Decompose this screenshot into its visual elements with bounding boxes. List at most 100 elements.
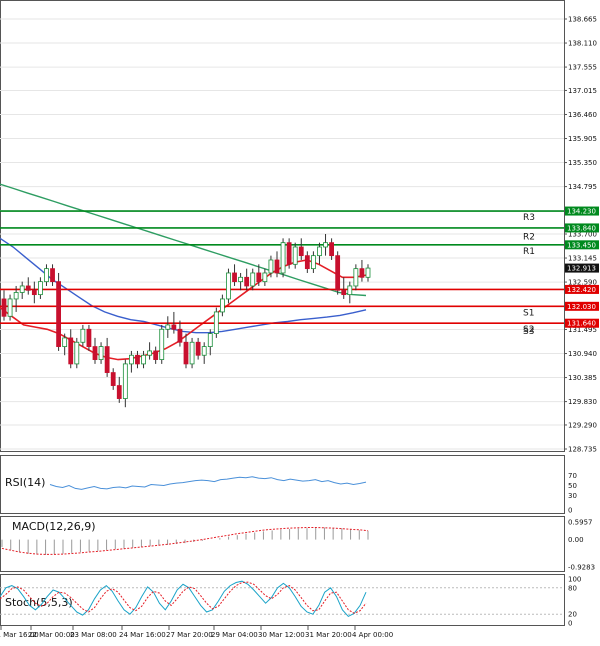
pivot-level-name: S3 bbox=[523, 327, 534, 337]
price-tick-label: 133.700 bbox=[568, 231, 597, 239]
price-panel-frame bbox=[0, 0, 565, 452]
candle-body bbox=[1, 298, 7, 317]
pivot-level-name: R1 bbox=[523, 247, 535, 257]
candle-body bbox=[141, 354, 146, 365]
rsi-series bbox=[49, 476, 367, 490]
price-tick-label: 130.385 bbox=[568, 374, 597, 382]
pivot-level-tag bbox=[565, 318, 599, 328]
candle-body bbox=[201, 346, 207, 356]
time-tick-label: 22 Mar 00:00 bbox=[28, 631, 75, 639]
current-price-tag bbox=[565, 263, 599, 273]
candle-body bbox=[365, 267, 371, 278]
candle-body bbox=[195, 341, 201, 356]
macd-tick-label: 0.00 bbox=[568, 536, 584, 544]
pivot-level-name: S1 bbox=[523, 308, 534, 318]
stoch-signal-line bbox=[0, 581, 367, 614]
macd-panel-frame bbox=[0, 516, 565, 572]
candle-body bbox=[268, 259, 274, 274]
candle-body bbox=[323, 242, 328, 248]
time-tick-label: 4 Apr 00:00 bbox=[352, 631, 393, 639]
rsi-title: RSI(14) bbox=[5, 476, 45, 489]
price-tick-label: 128.735 bbox=[568, 446, 597, 454]
candle-body bbox=[135, 354, 140, 365]
candle-body bbox=[13, 292, 19, 300]
pivot-level-tag bbox=[565, 284, 599, 294]
candle-body bbox=[62, 337, 68, 347]
candle-body bbox=[56, 281, 61, 347]
pivot-level-tag-label: 133.450 bbox=[567, 241, 596, 249]
price-tick-label: 137.015 bbox=[568, 87, 597, 95]
rsi-tick-label: 30 bbox=[568, 492, 577, 500]
pivot-level-tag bbox=[565, 301, 599, 311]
price-tick-label: 138.110 bbox=[568, 40, 597, 48]
candle-body bbox=[110, 372, 116, 386]
price-tick-label: 131.495 bbox=[568, 326, 597, 334]
rsi-tick-label: 50 bbox=[568, 482, 577, 490]
stoch-tick-label: 100 bbox=[568, 576, 581, 584]
macd-axis: 0.5957 0.00 -0.9283 bbox=[568, 519, 595, 572]
candle-body bbox=[244, 276, 250, 287]
candle-body bbox=[250, 272, 256, 287]
macd-tick-label: 0.5957 bbox=[568, 519, 593, 527]
price-tick-label: 129.290 bbox=[568, 421, 597, 429]
candle-body bbox=[183, 341, 189, 365]
stoch-tick-label: 20 bbox=[568, 611, 577, 619]
candle-body bbox=[171, 324, 177, 330]
pivot-level-tag-label: 131.640 bbox=[567, 320, 596, 328]
candle-body bbox=[44, 268, 49, 283]
candle-body bbox=[50, 268, 55, 283]
price-tick-label: 138.665 bbox=[568, 16, 597, 24]
candle-body bbox=[19, 285, 25, 293]
candle-body bbox=[317, 246, 322, 257]
candle-body bbox=[335, 255, 341, 291]
rsi-tick-label: 0 bbox=[568, 507, 572, 515]
candle-body bbox=[80, 328, 86, 343]
time-tick-label: 30 Mar 12:00 bbox=[258, 631, 305, 639]
candle-body bbox=[86, 328, 92, 347]
price-panel: R3 R1 S1 S2 R2 S3 138.665 138.110 137.555 137.01… bbox=[0, 0, 599, 454]
candle-body bbox=[7, 298, 13, 317]
rsi-axis: 70 50 30 0 bbox=[568, 472, 577, 514]
price-tick-label: 130.940 bbox=[568, 350, 597, 358]
candle-body bbox=[128, 354, 134, 365]
price-tick-label: 133.145 bbox=[568, 255, 597, 263]
stoch-title: Stoch(5,5,3) bbox=[5, 596, 73, 609]
candle-body bbox=[286, 242, 292, 265]
macd-tick-label: -0.9283 bbox=[568, 564, 595, 572]
macd-panel: MACD(12,26,9) 0.5957 0.00 -0.9283 bbox=[0, 516, 595, 572]
rsi-panel-frame bbox=[0, 455, 565, 514]
candle-body bbox=[280, 242, 286, 274]
candle-body bbox=[213, 311, 219, 334]
pivot-level-tag bbox=[565, 206, 599, 216]
candle-body bbox=[238, 276, 244, 283]
price-tick-label: 136.460 bbox=[568, 111, 597, 119]
candle-body bbox=[232, 272, 237, 283]
candle-body bbox=[353, 268, 359, 287]
stoch-panel-frame bbox=[0, 574, 565, 626]
slow-moving-average-line bbox=[0, 183, 367, 297]
price-tick-label: 137.555 bbox=[568, 64, 597, 72]
candle-body bbox=[341, 289, 347, 296]
price-tick-label: 135.350 bbox=[568, 159, 597, 167]
candle-body bbox=[292, 246, 298, 265]
time-tick-label: 23 Mar 08:00 bbox=[70, 631, 117, 639]
candle-body bbox=[219, 298, 225, 313]
candle-body bbox=[31, 289, 37, 296]
pivot-level-tags: 134.230 133.840 133.450 132.420 132.030 131.6… bbox=[565, 206, 599, 328]
stoch-main-line bbox=[0, 580, 367, 618]
price-tick-label: 132.590 bbox=[568, 279, 597, 287]
candle-body bbox=[116, 385, 122, 399]
price-tick-label: 134.795 bbox=[568, 183, 597, 191]
time-tick-label: 24 Mar 16:00 bbox=[119, 631, 166, 639]
macd-title: MACD(12,26,9) bbox=[12, 520, 96, 533]
current-price-tag-label: 132.913 bbox=[567, 265, 596, 273]
candle-body bbox=[92, 346, 98, 360]
pivot-level-tag-label: 134.230 bbox=[567, 208, 596, 216]
time-tick-label: 21 Mar 16:00 bbox=[0, 631, 39, 639]
candle-body bbox=[310, 255, 316, 270]
time-tick-label: 31 Mar 20:00 bbox=[305, 631, 352, 639]
rsi-line bbox=[49, 476, 367, 490]
